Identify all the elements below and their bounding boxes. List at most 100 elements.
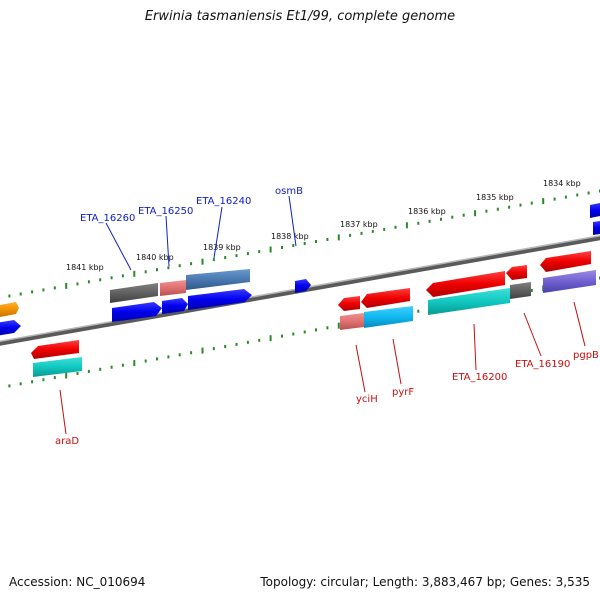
scale-tick xyxy=(394,225,397,229)
lower-tick xyxy=(31,380,34,384)
scale-tick xyxy=(360,231,363,235)
scale-tick xyxy=(383,227,386,231)
scale-tick xyxy=(530,201,533,205)
gene-ycih-arrow[interactable] xyxy=(338,296,360,311)
lower-tick xyxy=(246,340,249,344)
scale-tick xyxy=(405,222,408,229)
leader-eta16190 xyxy=(523,312,542,357)
lower-tick xyxy=(178,353,181,357)
scale-tick xyxy=(31,290,34,294)
leader-eta16250 xyxy=(165,215,170,267)
scale-tick xyxy=(144,270,147,274)
lower-tick xyxy=(76,372,79,375)
gene-label-ycih[interactable]: yciH xyxy=(356,394,378,405)
gene-label-eta16250[interactable]: ETA_16250 xyxy=(138,206,193,217)
scale-tick xyxy=(42,288,45,292)
lower-tick xyxy=(269,335,272,342)
lower-tick xyxy=(87,369,90,373)
leader-eta16240 xyxy=(213,206,223,259)
gene-ycih-pink[interactable] xyxy=(340,313,364,330)
lower-tick xyxy=(337,322,340,329)
lower-tick xyxy=(144,359,147,363)
gene-eta16260-arrow[interactable] xyxy=(112,302,162,322)
scale-tick xyxy=(281,246,283,249)
lower-tick xyxy=(53,376,56,380)
scale-tick xyxy=(110,276,113,280)
scale-tick xyxy=(485,209,488,213)
scale-tick xyxy=(508,205,511,209)
scale-tick xyxy=(65,282,68,289)
leader-eta16260 xyxy=(105,222,132,271)
gene-label-pyrf[interactable]: pyrF xyxy=(392,387,414,398)
leader-ycih xyxy=(355,344,366,393)
gene-eta16190-gray[interactable] xyxy=(510,282,531,299)
topology-label: Topology: circular; Length: 3,883,467 bp… xyxy=(260,575,590,589)
kbp-label-1838: 1838 kbp xyxy=(271,232,309,241)
gene-label-arad[interactable]: araD xyxy=(55,436,79,447)
scale-tick xyxy=(553,197,556,201)
scale-tick xyxy=(496,207,499,211)
genome-title: Erwinia tasmaniensis Et1/99, complete ge… xyxy=(144,9,456,24)
gene-eta16250-arrow[interactable] xyxy=(162,298,188,314)
gene-label-eta16240[interactable]: ETA_16240 xyxy=(196,196,251,207)
lower-tick xyxy=(190,351,193,355)
gene-label-eta16260[interactable]: ETA_16260 xyxy=(80,213,135,224)
gene-arad-block[interactable] xyxy=(31,340,79,359)
gene-label-osmb[interactable]: osmB xyxy=(275,186,303,197)
gene-blue-left[interactable] xyxy=(0,320,21,336)
lower-tick xyxy=(99,367,102,371)
gene-osmb[interactable] xyxy=(295,279,311,293)
scale-tick xyxy=(53,286,56,290)
lower-tick xyxy=(19,382,22,386)
scale-tick xyxy=(269,246,272,253)
lower-tick xyxy=(212,347,215,351)
gene-label-eta16200[interactable]: ETA_16200 xyxy=(452,372,507,383)
lower-tick xyxy=(167,355,170,359)
gene-pyrf-arrow[interactable] xyxy=(361,288,410,308)
gene-eta16200-cyan[interactable] xyxy=(428,288,510,315)
scale-tick xyxy=(8,294,11,298)
scale-tick xyxy=(542,198,545,205)
scale-tick xyxy=(326,238,329,241)
scale-tick xyxy=(440,217,442,221)
leader-osmb xyxy=(288,195,297,247)
gene-blue-right-top[interactable] xyxy=(590,203,600,218)
scale-tick xyxy=(121,274,124,278)
gene-eta16200-arrow[interactable] xyxy=(426,271,505,297)
gene-label-eta16190[interactable]: ETA_16190 xyxy=(515,359,570,370)
gene-eta16250-block[interactable] xyxy=(160,280,186,296)
scale-tick xyxy=(462,213,465,217)
leader-arad xyxy=(59,389,67,435)
gene-eta16240-arrow[interactable] xyxy=(188,289,252,310)
lower-tick xyxy=(201,347,204,354)
lower-tick xyxy=(42,378,45,382)
scale-tick xyxy=(19,292,22,296)
gene-pyrf-sky[interactable] xyxy=(364,306,413,328)
scale-tick xyxy=(576,193,579,197)
gene-eta16190-arrow[interactable] xyxy=(506,265,527,280)
gene-arad-cyan[interactable] xyxy=(33,357,82,377)
scale-tick xyxy=(201,258,204,265)
leader-pgpb xyxy=(573,301,586,347)
kbp-label-1835: 1835 kbp xyxy=(476,193,514,202)
scale-tick xyxy=(349,233,352,237)
gene-blue-right-bottom[interactable] xyxy=(593,221,600,235)
gene-eta16260-block[interactable] xyxy=(110,283,158,303)
gene-label-pgpb[interactable]: pgpB xyxy=(573,350,599,361)
scale-tick xyxy=(156,268,158,272)
accession-label: Accession: NC_010694 xyxy=(9,575,146,589)
lower-tick xyxy=(110,365,113,369)
scale-tick xyxy=(428,219,431,223)
lower-tick xyxy=(303,330,306,334)
scale-tick xyxy=(519,203,522,207)
gene-orange-left[interactable] xyxy=(0,302,19,318)
lower-tick xyxy=(281,334,283,338)
leader-pyrf xyxy=(392,338,402,385)
kbp-label-1839: 1839 kbp xyxy=(203,243,241,252)
gene-pgpb-arrow[interactable] xyxy=(540,251,591,272)
gene-pgpb-violet[interactable] xyxy=(543,270,596,293)
scale-tick xyxy=(246,252,249,256)
gene-eta16240-block[interactable] xyxy=(186,269,250,290)
